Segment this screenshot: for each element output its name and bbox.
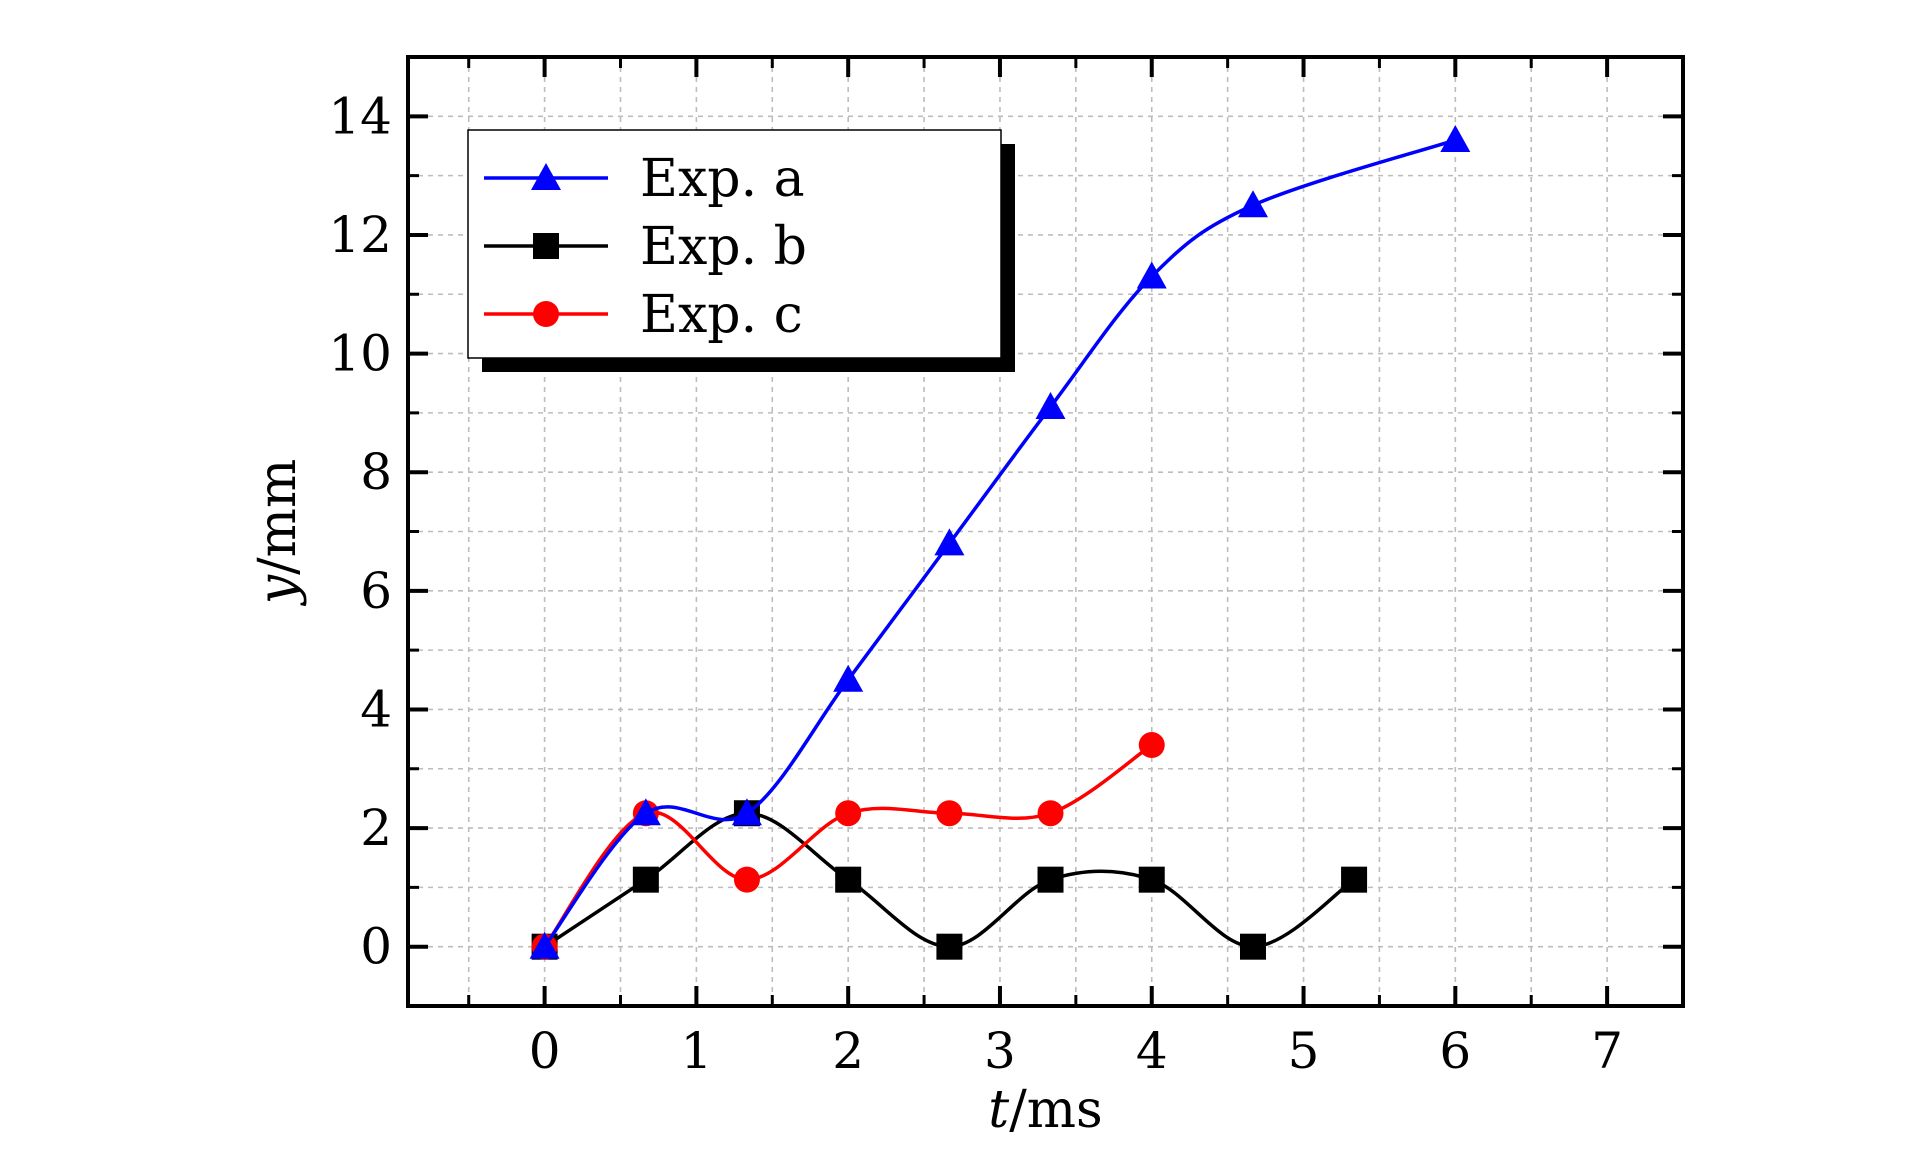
data-point xyxy=(1138,732,1165,759)
series-circle xyxy=(531,732,1165,960)
x-axis-label-var: t xyxy=(988,1080,1009,1140)
data-point xyxy=(632,866,659,893)
y-tick-label: 4 xyxy=(360,680,392,738)
y-tick-label: 0 xyxy=(360,918,392,976)
series-layer xyxy=(529,125,1471,960)
series-triangle xyxy=(529,125,1471,959)
grid xyxy=(408,57,1683,1006)
legend-item: Exp. a xyxy=(484,149,805,209)
legend-marker xyxy=(531,163,561,190)
y-axis-label-var: y xyxy=(248,574,308,606)
legend-label: Exp. b xyxy=(640,217,807,277)
legend-label: Exp. a xyxy=(640,149,805,209)
data-point xyxy=(731,798,762,826)
data-point xyxy=(1138,866,1165,893)
y-axis-label-unit: /mm xyxy=(248,459,308,575)
y-tick-label: 8 xyxy=(360,443,392,501)
x-tick-label: 6 xyxy=(1439,1022,1471,1080)
data-point xyxy=(936,933,963,960)
data-point xyxy=(934,528,965,556)
x-axis-label-unit: /ms xyxy=(1009,1080,1103,1140)
data-point xyxy=(1239,933,1266,960)
data-point xyxy=(1037,800,1064,827)
y-tick-label: 2 xyxy=(360,799,392,857)
data-point xyxy=(833,664,864,692)
legend-marker xyxy=(533,301,559,327)
legend: Exp. a Exp. b Exp. c xyxy=(467,129,1015,372)
y-tick-label: 12 xyxy=(328,206,392,264)
data-point xyxy=(835,800,862,827)
data-point xyxy=(1440,125,1471,153)
y-tick-label: 6 xyxy=(360,562,392,620)
x-tick-label: 1 xyxy=(680,1022,712,1080)
data-point xyxy=(1035,391,1066,419)
legend-marker xyxy=(533,233,559,259)
data-point xyxy=(835,866,862,893)
series-line xyxy=(543,811,1356,949)
x-tick-label: 0 xyxy=(529,1022,561,1080)
x-tick-label: 4 xyxy=(1136,1022,1168,1080)
data-point xyxy=(630,798,661,826)
x-tick-label: 7 xyxy=(1591,1022,1623,1080)
x-tick-label: 2 xyxy=(832,1022,864,1080)
data-point xyxy=(733,866,760,893)
x-tick-label: 5 xyxy=(1288,1022,1320,1080)
data-point xyxy=(529,931,560,959)
data-point xyxy=(1341,866,1368,893)
data-point xyxy=(1037,866,1064,893)
y-axis-label: y/mm xyxy=(248,459,308,607)
data-point xyxy=(936,800,963,827)
y-tick-label: 10 xyxy=(328,325,392,383)
x-tick-label: 3 xyxy=(984,1022,1016,1080)
legend-items: Exp. a Exp. b Exp. c xyxy=(484,149,807,345)
legend-item: Exp. c xyxy=(484,285,803,345)
data-point xyxy=(1237,190,1268,218)
series-line xyxy=(543,743,1153,948)
legend-label: Exp. c xyxy=(640,285,803,345)
y-tick-label: 14 xyxy=(328,87,392,145)
legend-item: Exp. b xyxy=(484,217,807,277)
data-point xyxy=(1136,261,1167,289)
x-axis-label: t/ms xyxy=(988,1080,1102,1140)
